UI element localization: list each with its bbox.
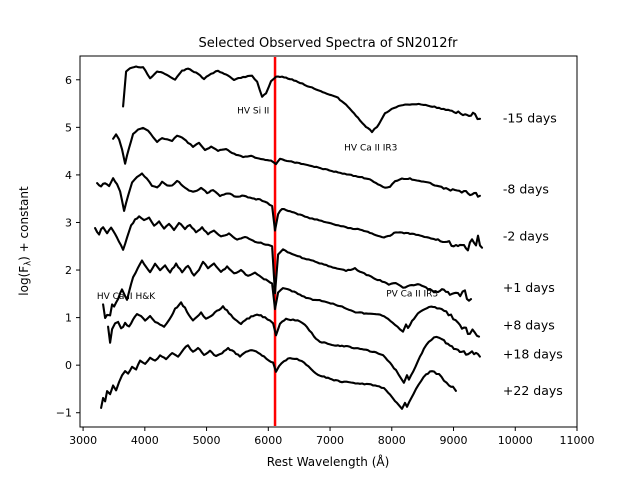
epoch-label: -15 days [503,110,557,125]
x-tick-label: 10000 [498,434,533,447]
y-tick-label: −1 [56,407,72,420]
spectrum-line [112,126,481,198]
chart-title: Selected Observed Spectra of SN2012fr [199,36,459,51]
spectrum-line [102,259,481,338]
x-tick-label: 11000 [560,434,595,447]
spectrum-line [122,65,482,134]
spectrum-line [107,301,481,384]
epoch-labels-layer: -15 days -8 days -2 days +1 days +8 days +18 … [503,110,563,398]
feature-annotation: HV Ca II IR3 [344,143,397,153]
x-tick-label: 6000 [254,434,282,447]
spectra-layer [94,65,484,410]
x-tick-label: 9000 [440,434,468,447]
axis-ticks-layer: 3000 4000 5000 6000 7000 8000 9000 10000 11000 6 5… [56,74,595,447]
epoch-label: +1 days [503,280,555,295]
spectrum-line [94,215,473,302]
axes-frame [79,55,578,428]
feature-annotation: HV Si II [237,107,269,117]
x-tick-label: 8000 [378,434,406,447]
y-tick-label: 1 [65,312,72,325]
annotations-layer: HV Si II HV Ca II IR3 HV Ca II H&K PV Ca II… [97,107,438,303]
y-tick-label: 3 [65,216,72,229]
epoch-label: -8 days [503,182,549,197]
x-tick-label: 7000 [316,434,344,447]
feature-annotation: HV Ca II H&K [97,292,156,302]
y-axis-label: log(Fλ) + constant [17,186,34,296]
x-axis-label: Rest Wavelength (Å) [267,454,390,469]
y-tick-label: 2 [65,264,72,277]
feature-annotation: PV Ca II IR3 [386,289,438,299]
y-axis-label-pre: log(F [17,266,31,296]
epoch-label: +8 days [503,318,555,333]
spectrum-line [100,344,457,410]
y-tick-label: 0 [65,359,72,372]
y-tick-label: 5 [65,121,72,134]
y-tick-label: 4 [65,169,72,182]
epoch-label: -2 days [503,229,549,244]
x-tick-label: 5000 [193,434,221,447]
y-tick-label: 6 [65,74,72,87]
y-axis-label-post: ) + constant [17,186,31,261]
epoch-label: +22 days [503,383,563,398]
y-axis-label-sub: λ [24,261,34,266]
spectrum-line [96,172,484,252]
x-tick-label: 3000 [69,434,97,447]
x-tick-label: 4000 [131,434,159,447]
epoch-label: +18 days [503,347,563,362]
